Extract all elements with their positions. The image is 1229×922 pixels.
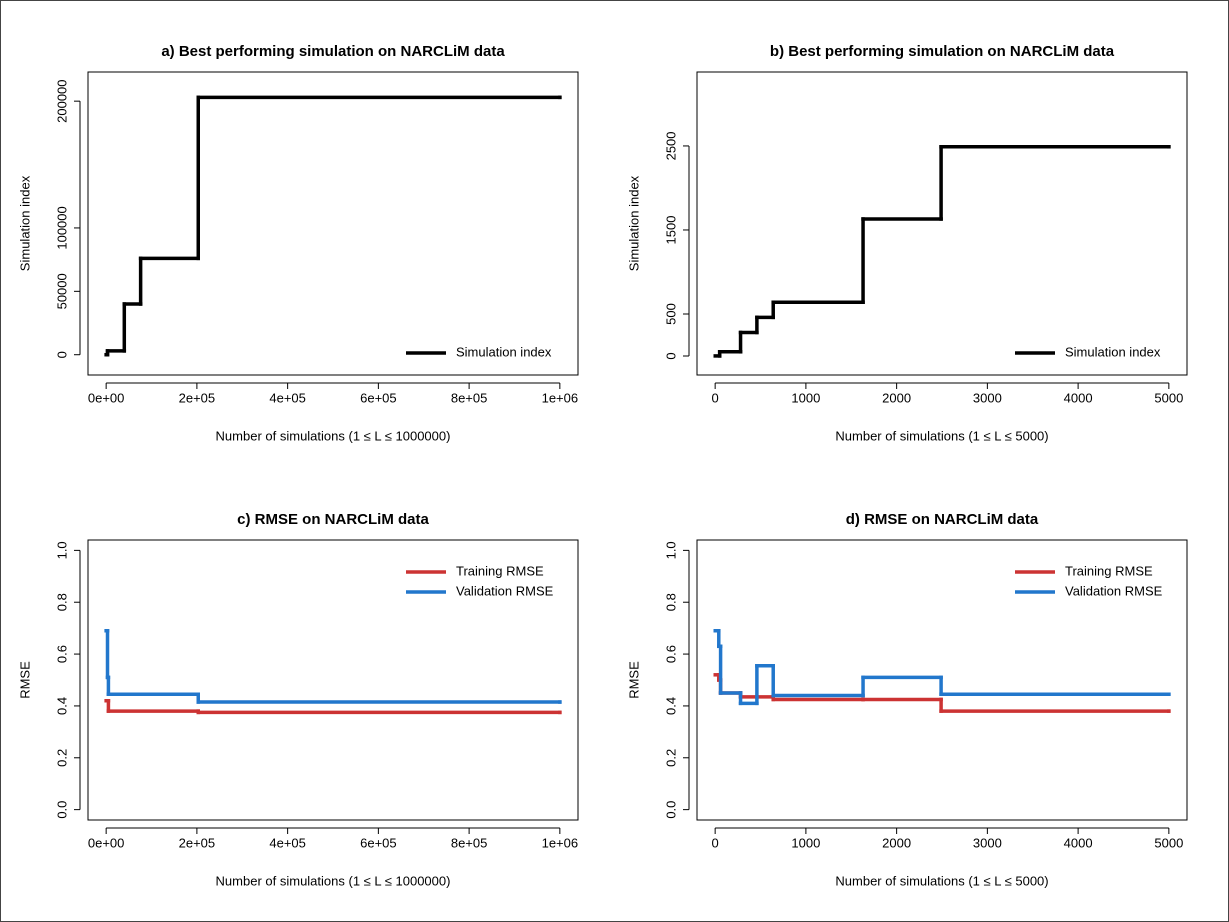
- plot-box: [87, 539, 579, 821]
- x-tick-label: 6e+05: [360, 835, 397, 850]
- y-tick-label: 0.0: [54, 801, 69, 819]
- x-tick-label: 0: [712, 390, 719, 405]
- x-tick-label: 0: [712, 835, 719, 850]
- y-axis-label: RMSE: [626, 661, 641, 699]
- y-tick-label: 1500: [663, 216, 678, 245]
- y-tick-label: 0.4: [663, 697, 678, 715]
- y-tick-label: 0.4: [54, 697, 69, 715]
- y-tick-label: 2500: [663, 131, 678, 160]
- y-tick-label: 0.8: [54, 593, 69, 611]
- chart-title: a) Best performing simulation on NARCLiM…: [161, 43, 505, 60]
- plot-box: [696, 539, 1188, 821]
- x-axis-label: Number of simulations (1 ≤ L ≤ 5000): [835, 428, 1048, 443]
- x-tick-label: 3000: [973, 835, 1002, 850]
- legend-label: Validation RMSE: [1065, 583, 1163, 598]
- x-axis-label: Number of simulations (1 ≤ L ≤ 1000000): [216, 428, 451, 443]
- x-tick-label: 5000: [1154, 835, 1183, 850]
- chart-title: c) RMSE on NARCLiM data: [237, 511, 429, 528]
- legend-label: Simulation index: [1065, 344, 1161, 359]
- x-tick-label: 8e+05: [451, 390, 488, 405]
- x-tick-label: 6e+05: [360, 390, 397, 405]
- y-tick-label: 50000: [54, 273, 69, 309]
- x-tick-label: 2e+05: [179, 390, 216, 405]
- y-tick-label: 0.0: [663, 801, 678, 819]
- plot-box: [696, 71, 1188, 376]
- y-axis-label: Simulation index: [626, 175, 641, 271]
- x-tick-label: 8e+05: [451, 835, 488, 850]
- x-tick-label: 2e+05: [179, 835, 216, 850]
- y-tick-label: 200000: [54, 79, 69, 122]
- legend-label: Validation RMSE: [456, 583, 554, 598]
- y-tick-label: 0.2: [663, 749, 678, 767]
- x-tick-label: 4e+05: [269, 390, 306, 405]
- y-tick-label: 0.6: [54, 645, 69, 663]
- chart-title: b) Best performing simulation on NARCLiM…: [770, 43, 1115, 60]
- x-tick-label: 2000: [882, 390, 911, 405]
- y-tick-label: 500: [663, 303, 678, 325]
- y-axis-label: Simulation index: [17, 175, 32, 271]
- y-tick-label: 0.6: [663, 645, 678, 663]
- y-tick-label: 0: [663, 352, 678, 359]
- plot-box: [87, 71, 579, 376]
- x-tick-label: 1e+06: [542, 390, 579, 405]
- x-axis-label: Number of simulations (1 ≤ L ≤ 5000): [835, 873, 1048, 888]
- x-tick-label: 0e+00: [88, 390, 125, 405]
- legend-label: Training RMSE: [456, 563, 544, 578]
- x-tick-label: 1000: [791, 390, 820, 405]
- x-tick-label: 1000: [791, 835, 820, 850]
- y-tick-label: 100000: [54, 206, 69, 249]
- x-tick-label: 1e+06: [542, 835, 579, 850]
- legend-label: Simulation index: [456, 344, 552, 359]
- y-tick-label: 1.0: [663, 541, 678, 559]
- y-tick-label: 0: [54, 351, 69, 358]
- y-tick-label: 1.0: [54, 541, 69, 559]
- x-tick-label: 4e+05: [269, 835, 306, 850]
- x-axis-label: Number of simulations (1 ≤ L ≤ 1000000): [216, 873, 451, 888]
- legend-label: Training RMSE: [1065, 563, 1153, 578]
- x-tick-label: 2000: [882, 835, 911, 850]
- x-tick-label: 5000: [1154, 390, 1183, 405]
- y-tick-label: 0.2: [54, 749, 69, 767]
- y-axis-label: RMSE: [17, 661, 32, 699]
- x-tick-label: 4000: [1064, 835, 1093, 850]
- x-tick-label: 3000: [973, 390, 1002, 405]
- y-tick-label: 0.8: [663, 593, 678, 611]
- x-tick-label: 0e+00: [88, 835, 125, 850]
- chart-title: d) RMSE on NARCLiM data: [846, 511, 1039, 528]
- x-tick-label: 4000: [1064, 390, 1093, 405]
